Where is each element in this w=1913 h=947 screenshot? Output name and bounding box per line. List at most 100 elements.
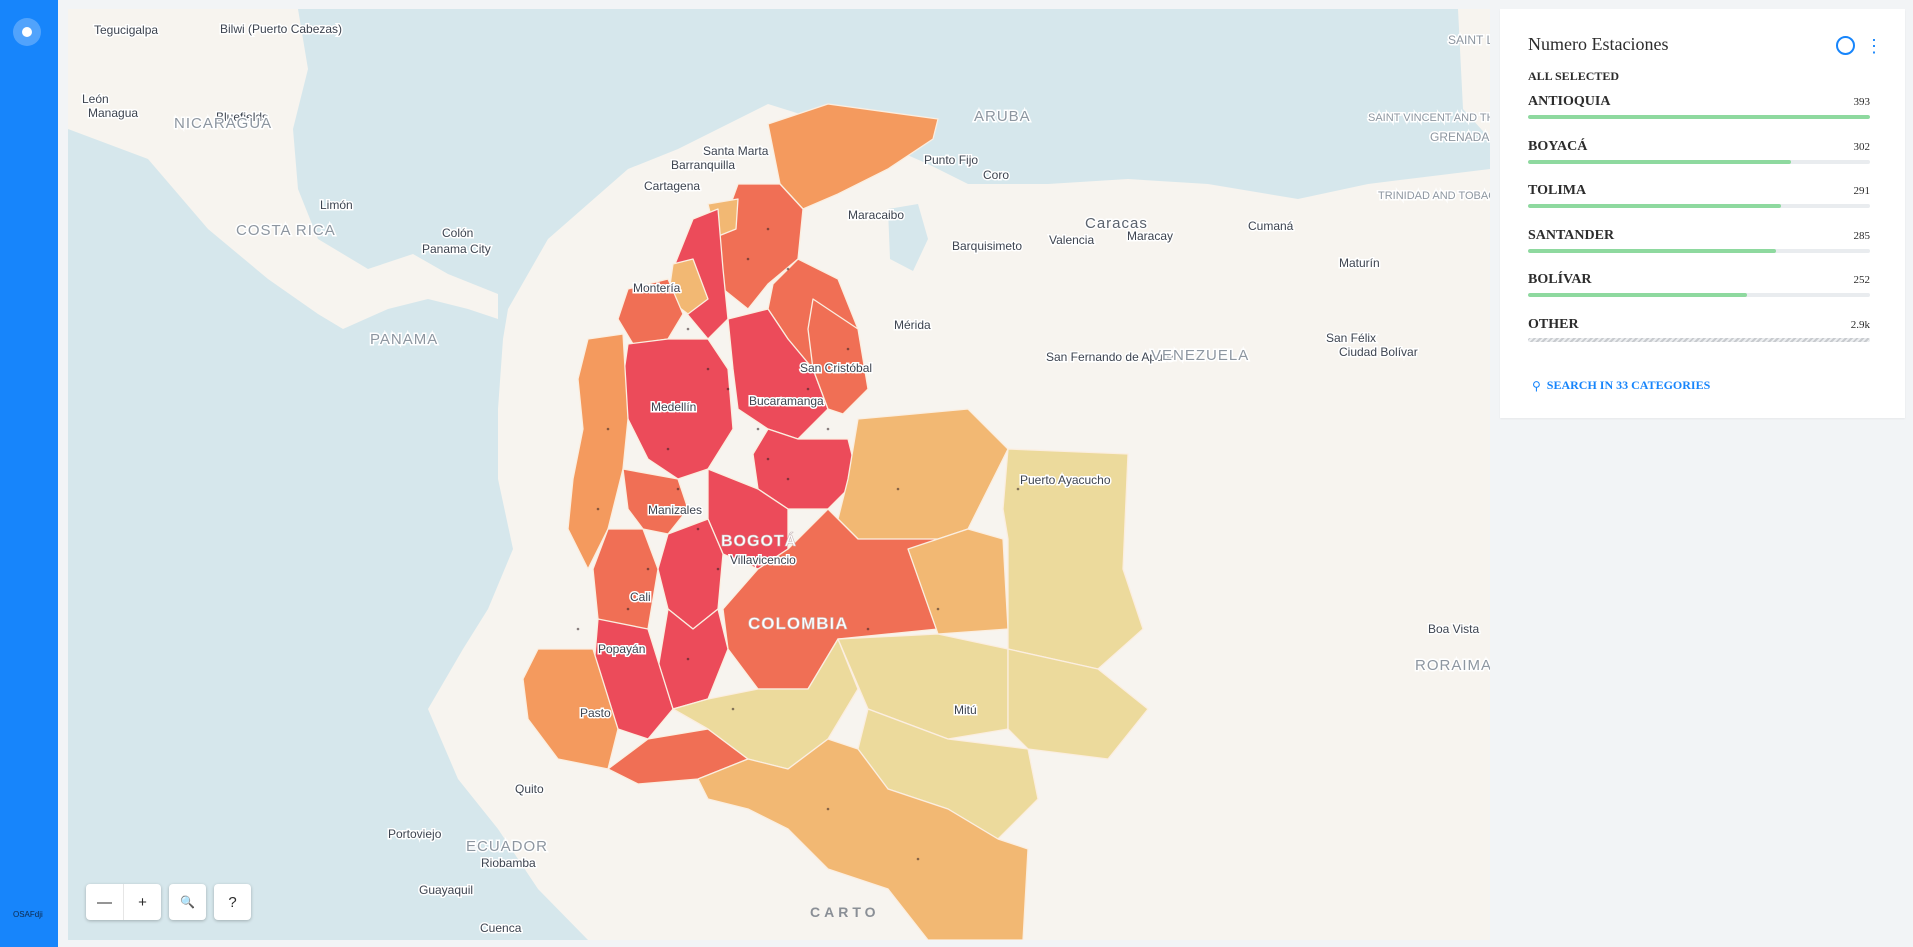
label-boa-vista: Boa Vista [1428, 622, 1479, 636]
map-canvas[interactable]: Tegucigalpa Bilwi (Puerto Cabezas) León … [68, 9, 1490, 940]
help-button[interactable]: ? [228, 893, 237, 911]
category-bar-track [1528, 293, 1870, 297]
label-panama: PANAMA [370, 331, 438, 348]
label-costa-rica: COSTA RICA [236, 222, 336, 239]
category-item[interactable]: TOLIMA 291 [1528, 183, 1870, 208]
label-maturin: Maturín [1339, 256, 1380, 270]
category-value: 393 [1853, 96, 1871, 108]
label-san-cristobal: San Cristóbal [800, 361, 872, 375]
sidebar: OSAFdji [0, 0, 58, 947]
category-widget: Numero Estaciones ⋮ ALL SELECTED ANTIOQU… [1500, 9, 1905, 418]
region-caqueta [672, 638, 859, 770]
search-group: 🔍 [169, 884, 206, 920]
label-caracas: Caracas [1085, 215, 1148, 232]
category-bar-fill [1528, 160, 1791, 164]
category-bar-fill [1528, 249, 1776, 253]
region-amazonas [697, 738, 1029, 940]
category-bar-fill [1528, 338, 1870, 342]
category-row: TOLIMA 291 [1528, 183, 1870, 199]
region-santander [727, 308, 829, 440]
category-item[interactable]: BOYACÁ 302 [1528, 139, 1870, 164]
region-norte-santander [807, 298, 869, 415]
colombia-regions[interactable] [522, 103, 1149, 940]
category-bar-fill [1528, 204, 1782, 208]
label-coro: Coro [983, 168, 1009, 182]
region-choco [567, 333, 629, 570]
sidebar-footer-text: OSAFdji [13, 910, 43, 919]
region-meta [722, 508, 939, 690]
category-bar-fill [1528, 293, 1748, 297]
label-aruba: ARUBA [974, 108, 1031, 125]
label-monteria: Montería [633, 281, 681, 295]
maracaibo-lake [888, 204, 928, 271]
category-name: TOLIMA [1528, 183, 1587, 198]
label-villavicencio: Villavicencio [730, 553, 796, 567]
map-search-button[interactable]: 🔍 [180, 895, 195, 909]
label-pasto: Pasto [580, 706, 611, 720]
label-bogota: BOGOTÁ [721, 531, 797, 550]
region-casanare [907, 528, 1009, 635]
category-row: BOLÍVAR 252 [1528, 272, 1870, 288]
category-row: OTHER 2.9k [1528, 317, 1870, 333]
label-punto-fijo: Punto Fijo [924, 153, 978, 167]
label-managua: Managua [88, 106, 138, 120]
label-cali: Cali [630, 590, 651, 604]
region-guainia [1007, 648, 1149, 760]
category-item[interactable]: SANTANDER 285 [1528, 228, 1870, 253]
widget-title: Numero Estaciones [1528, 34, 1669, 54]
category-name: ANTIOQUIA [1528, 94, 1611, 109]
selection-status: ALL SELECTED [1528, 69, 1620, 83]
label-colombia: COLOMBIA [748, 614, 849, 633]
label-roraima: RORAIMA [1415, 657, 1490, 674]
carto-attribution: CARTO [810, 904, 880, 920]
category-row: ANTIOQUIA 393 [1528, 94, 1870, 110]
label-panama-city: Panama City [422, 242, 491, 256]
circle-icon[interactable] [1836, 36, 1855, 55]
category-value: 302 [1853, 141, 1871, 153]
label-san-fernando: San Fernando de Apure [1046, 350, 1174, 364]
label-bilwi: Bilwi (Puerto Cabezas) [220, 22, 342, 36]
widget-actions: ⋮ [1836, 36, 1883, 55]
search-categories-label: SEARCH IN 33 CATEGORIES [1546, 378, 1711, 392]
map-view[interactable]: Tegucigalpa Bilwi (Puerto Cabezas) León … [68, 9, 1490, 940]
label-puerto-ayacucho: Puerto Ayacucho [1020, 473, 1111, 487]
caribbean-island-east [1458, 9, 1490, 139]
label-valencia: Valencia [1049, 233, 1094, 247]
label-barquisimeto: Barquisimeto [952, 239, 1022, 253]
label-manizales: Manizales [648, 503, 702, 517]
label-mitu: Mitú [954, 703, 977, 717]
search-icon: ⚲ [1532, 378, 1541, 393]
category-name: BOYACÁ [1528, 139, 1588, 154]
category-name: BOLÍVAR [1528, 272, 1592, 287]
label-merida: Mérida [894, 318, 931, 332]
label-ecuador: ECUADOR [466, 838, 548, 855]
label-quito: Quito [515, 782, 544, 796]
category-value: 252 [1853, 274, 1871, 286]
zoom-out-button[interactable]: — [86, 884, 124, 920]
label-nicaragua: NICARAGUA [174, 115, 272, 132]
category-item[interactable]: OTHER 2.9k [1528, 317, 1870, 342]
label-saint-vincent: SAINT VINCENT AND THE GRENADINES [1368, 112, 1490, 124]
label-colon: Colón [442, 226, 473, 240]
category-bar-fill [1528, 115, 1870, 119]
category-item[interactable]: BOLÍVAR 252 [1528, 272, 1870, 297]
category-bar-track [1528, 204, 1870, 208]
label-cartagena: Cartagena [644, 179, 700, 193]
zoom-in-button[interactable]: + [138, 893, 147, 911]
label-maracaibo: Maracaibo [848, 208, 904, 222]
search-categories-link[interactable]: ⚲ SEARCH IN 33 CATEGORIES [1532, 378, 1710, 393]
category-row: BOYACÁ 302 [1528, 139, 1870, 155]
label-saint-lucia: SAINT LUCIA [1448, 33, 1490, 47]
label-guayaquil: Guayaquil [419, 883, 473, 897]
more-options-icon[interactable]: ⋮ [1865, 35, 1883, 56]
carto-logo-icon[interactable] [13, 18, 41, 46]
category-name: SANTANDER [1528, 228, 1615, 243]
label-popayan: Popayán [598, 642, 645, 656]
city-labels: Tegucigalpa Bilwi (Puerto Cabezas) León … [81, 21, 1481, 937]
label-limon: Limón [320, 198, 353, 212]
label-bluefields: Bluefields [216, 110, 268, 124]
category-item[interactable]: ANTIOQUIA 393 [1528, 94, 1870, 119]
country-labels: NICARAGUA COSTA RICA PANAMA ARUBA VENEZU… [173, 32, 1491, 857]
label-santa-marta: Santa Marta [703, 144, 769, 158]
label-leon: León [82, 92, 109, 106]
